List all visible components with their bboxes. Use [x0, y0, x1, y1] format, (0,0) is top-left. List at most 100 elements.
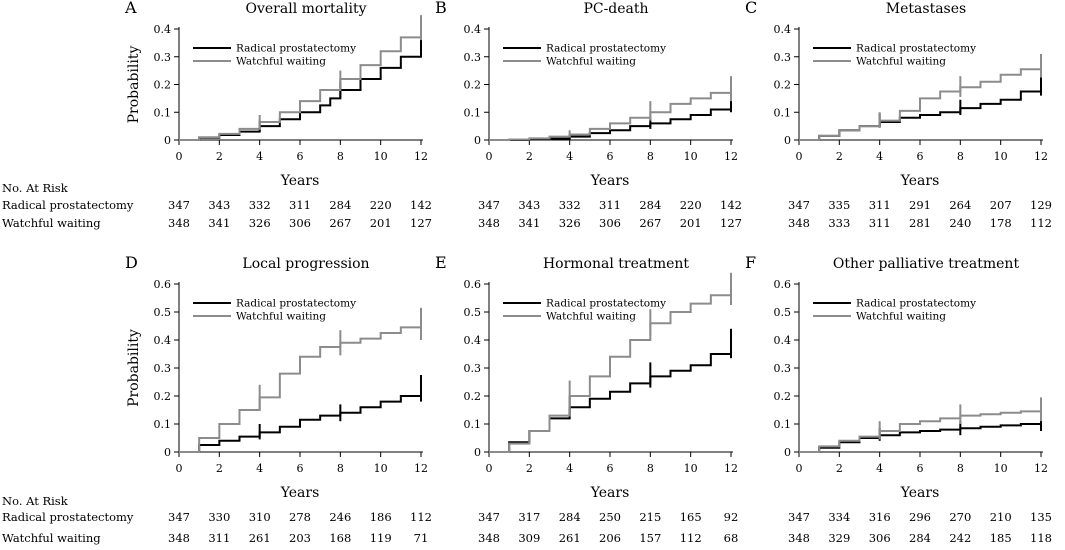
- x-tick-label: 2: [526, 462, 533, 475]
- x-tick-label: 12: [1034, 462, 1048, 475]
- risk-value-radical: 291: [909, 198, 931, 212]
- x-tick-label: 12: [414, 462, 428, 475]
- legend-label-radical: Radical prostatectomy: [856, 43, 976, 55]
- risk-value-watchful: 306: [869, 531, 891, 545]
- risk-value-radical: 347: [168, 510, 190, 524]
- x-tick-label: 6: [607, 462, 614, 475]
- x-tick-label: 6: [297, 462, 304, 475]
- x-tick-label: 2: [526, 150, 533, 163]
- y-tick-label: 0.2: [154, 79, 172, 92]
- risk-value-radical: 220: [680, 198, 702, 212]
- x-tick-label: 0: [176, 150, 183, 163]
- risk-value-radical: 129: [1030, 198, 1052, 212]
- x-tick-label: 2: [216, 462, 223, 475]
- x-tick-label: 0: [486, 462, 493, 475]
- risk-value-radical: 92: [724, 510, 739, 524]
- y-tick-label: 0.6: [154, 278, 172, 291]
- risk-value-radical: 347: [788, 510, 810, 524]
- risk-value-radical: 284: [329, 198, 351, 212]
- panel-title: PC-death: [583, 1, 648, 17]
- x-tick-label: 10: [684, 150, 698, 163]
- risk-value-watchful: 348: [478, 531, 500, 545]
- risk-value-radical: 335: [828, 198, 850, 212]
- series-line-radical: [179, 42, 422, 141]
- y-tick-label: 0.2: [464, 390, 482, 403]
- y-tick-label: 0.3: [154, 362, 172, 375]
- x-axis-title: Years: [900, 173, 940, 189]
- x-tick-label: 10: [374, 150, 388, 163]
- panel-letter: B: [435, 0, 447, 17]
- y-tick-label: 0.3: [774, 51, 792, 64]
- x-tick-label: 10: [994, 462, 1008, 475]
- risk-value-radical: 165: [680, 510, 702, 524]
- risk-value-radical: 210: [990, 510, 1012, 524]
- risk-value-watchful: 206: [599, 531, 621, 545]
- risk-value-watchful: 281: [909, 216, 931, 230]
- risk-row-label-watchful: Watchful waiting: [2, 531, 101, 545]
- panel-f: F Other palliative treatment 0 0.1 0.2 0.3 0.4…: [745, 253, 1052, 545]
- risk-value-radical: 135: [1030, 510, 1052, 524]
- risk-value-watchful: 309: [518, 531, 540, 545]
- y-tick-label: 0.4: [774, 23, 792, 36]
- risk-value-radical: 347: [478, 198, 500, 212]
- x-tick-label: 4: [876, 150, 883, 163]
- y-tick-label: 0.2: [774, 79, 792, 92]
- legend-label-watchful: Watchful waiting: [546, 56, 636, 68]
- panel-letter: F: [745, 253, 756, 272]
- x-axis-title: Years: [590, 485, 630, 501]
- risk-value-watchful: 112: [1030, 216, 1052, 230]
- x-tick-label: 6: [917, 462, 924, 475]
- x-tick-label: 6: [607, 150, 614, 163]
- x-axis-title: Years: [900, 485, 940, 501]
- risk-value-watchful: 68: [724, 531, 739, 545]
- legend-label-watchful: Watchful waiting: [546, 311, 636, 323]
- y-tick-label: 0: [164, 134, 171, 147]
- risk-value-watchful: 157: [639, 531, 661, 545]
- legend-label-radical: Radical prostatectomy: [546, 298, 666, 310]
- panel-letter: C: [745, 0, 757, 17]
- x-tick-label: 8: [957, 150, 964, 163]
- legend-label-radical: Radical prostatectomy: [856, 298, 976, 310]
- risk-value-watchful: 326: [559, 216, 581, 230]
- risk-row-label-radical: Radical prostatectomy: [2, 198, 134, 212]
- risk-value-watchful: 203: [289, 531, 311, 545]
- y-tick-label: 0.2: [464, 79, 482, 92]
- y-tick-label: 0.1: [774, 106, 792, 119]
- risk-value-radical: 316: [869, 510, 891, 524]
- risk-value-watchful: 201: [680, 216, 702, 230]
- risk-value-radical: 310: [249, 510, 271, 524]
- x-tick-label: 12: [1034, 150, 1048, 163]
- risk-value-radical: 246: [329, 510, 351, 524]
- x-tick-label: 8: [647, 150, 654, 163]
- risk-value-radical: 317: [518, 510, 540, 524]
- series-line-radical: [799, 85, 1042, 141]
- series-line-watchful: [799, 66, 1042, 141]
- legend-label-radical: Radical prostatectomy: [546, 43, 666, 55]
- x-axis-title: Years: [280, 173, 320, 189]
- risk-header: No. At Risk: [2, 181, 69, 195]
- risk-value-radical: 343: [208, 198, 230, 212]
- y-tick-label: 0.6: [464, 278, 482, 291]
- panel-c: C Metastases 0 0.1 0.2 0.3 0.4 0 2 4 6 8 10 12 Years Ra…: [745, 0, 1052, 230]
- panel-title: Overall mortality: [246, 1, 367, 17]
- risk-value-watchful: 306: [599, 216, 621, 230]
- risk-row-label-watchful: Watchful waiting: [2, 216, 101, 230]
- series-line-watchful: [489, 288, 732, 453]
- y-tick-label: 0.1: [154, 418, 172, 431]
- risk-value-radical: 215: [639, 510, 661, 524]
- y-tick-label: 0: [784, 446, 791, 459]
- panel-title: Hormonal treatment: [543, 256, 689, 272]
- y-tick-label: 0.4: [154, 23, 172, 36]
- y-tick-label: 0.3: [774, 362, 792, 375]
- panel-e: E Hormonal treatment 0 0.1 0.2 0.3 0.4 0.5 0.6 0 2…: [435, 253, 738, 545]
- x-tick-label: 4: [876, 462, 883, 475]
- risk-value-radical: 311: [599, 198, 621, 212]
- legend-label-watchful: Watchful waiting: [856, 56, 946, 68]
- x-tick-label: 10: [374, 462, 388, 475]
- y-tick-label: 0.2: [154, 390, 172, 403]
- risk-value-watchful: 240: [949, 216, 971, 230]
- x-tick-label: 6: [297, 150, 304, 163]
- risk-value-radical: 142: [720, 198, 742, 212]
- risk-value-watchful: 284: [909, 531, 931, 545]
